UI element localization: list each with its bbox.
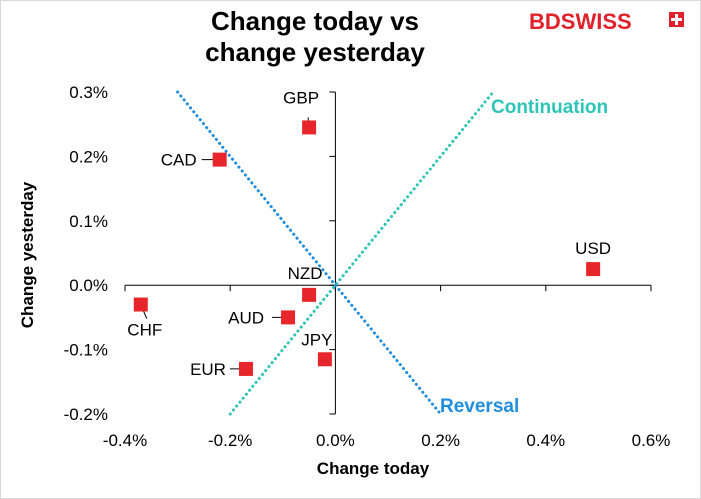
chart-title: Change today vs change yesterday [170, 6, 460, 68]
x-tick-label: -0.2% [208, 431, 252, 450]
x-tick-label: 0.0% [316, 431, 355, 450]
x-tick-label: -0.4% [103, 431, 147, 450]
point-label-nzd: NZD [288, 264, 323, 283]
point-jpy [317, 352, 332, 367]
point-gbp [302, 120, 317, 135]
point-label-chf: CHF [127, 321, 162, 340]
point-nzd [302, 287, 317, 302]
point-cad [212, 152, 227, 167]
x-tick-label: 0.4% [526, 431, 565, 450]
point-chf [133, 297, 148, 312]
point-label-usd: USD [575, 239, 611, 258]
point-aud [281, 310, 296, 325]
y-tick-label: 0.1% [69, 212, 108, 231]
y-tick-label: -0.1% [64, 341, 108, 360]
y-tick-label: 0.0% [69, 276, 108, 295]
point-eur [238, 361, 253, 376]
swiss-cross-icon [669, 12, 684, 27]
bdswiss-logo: BDSWISS [529, 10, 689, 34]
continuation-line [228, 90, 495, 416]
point-label-jpy: JPY [301, 330, 332, 349]
chart-title-line2: change yesterday [205, 37, 425, 67]
reversal-label: Reversal [440, 396, 519, 417]
x-axis-title: Change today [317, 459, 430, 478]
y-axis-title: Change yesterday [18, 181, 37, 328]
point-usd [586, 262, 601, 277]
continuation-label: Continuation [491, 97, 608, 118]
chart-title-line1: Change today vs [210, 6, 420, 36]
x-tick-label: 0.2% [421, 431, 460, 450]
y-tick-label: 0.3% [69, 83, 108, 102]
reversal-line [176, 90, 443, 416]
point-label-aud: AUD [228, 308, 264, 327]
y-tick-label: -0.2% [64, 405, 108, 424]
x-tick-label: 0.6% [632, 431, 671, 450]
point-label-gbp: GBP [283, 88, 319, 107]
y-tick-label: 0.2% [69, 147, 108, 166]
point-label-eur: EUR [190, 360, 226, 379]
point-label-cad: CAD [161, 151, 197, 170]
logo-text: BDSWISS [529, 9, 632, 34]
